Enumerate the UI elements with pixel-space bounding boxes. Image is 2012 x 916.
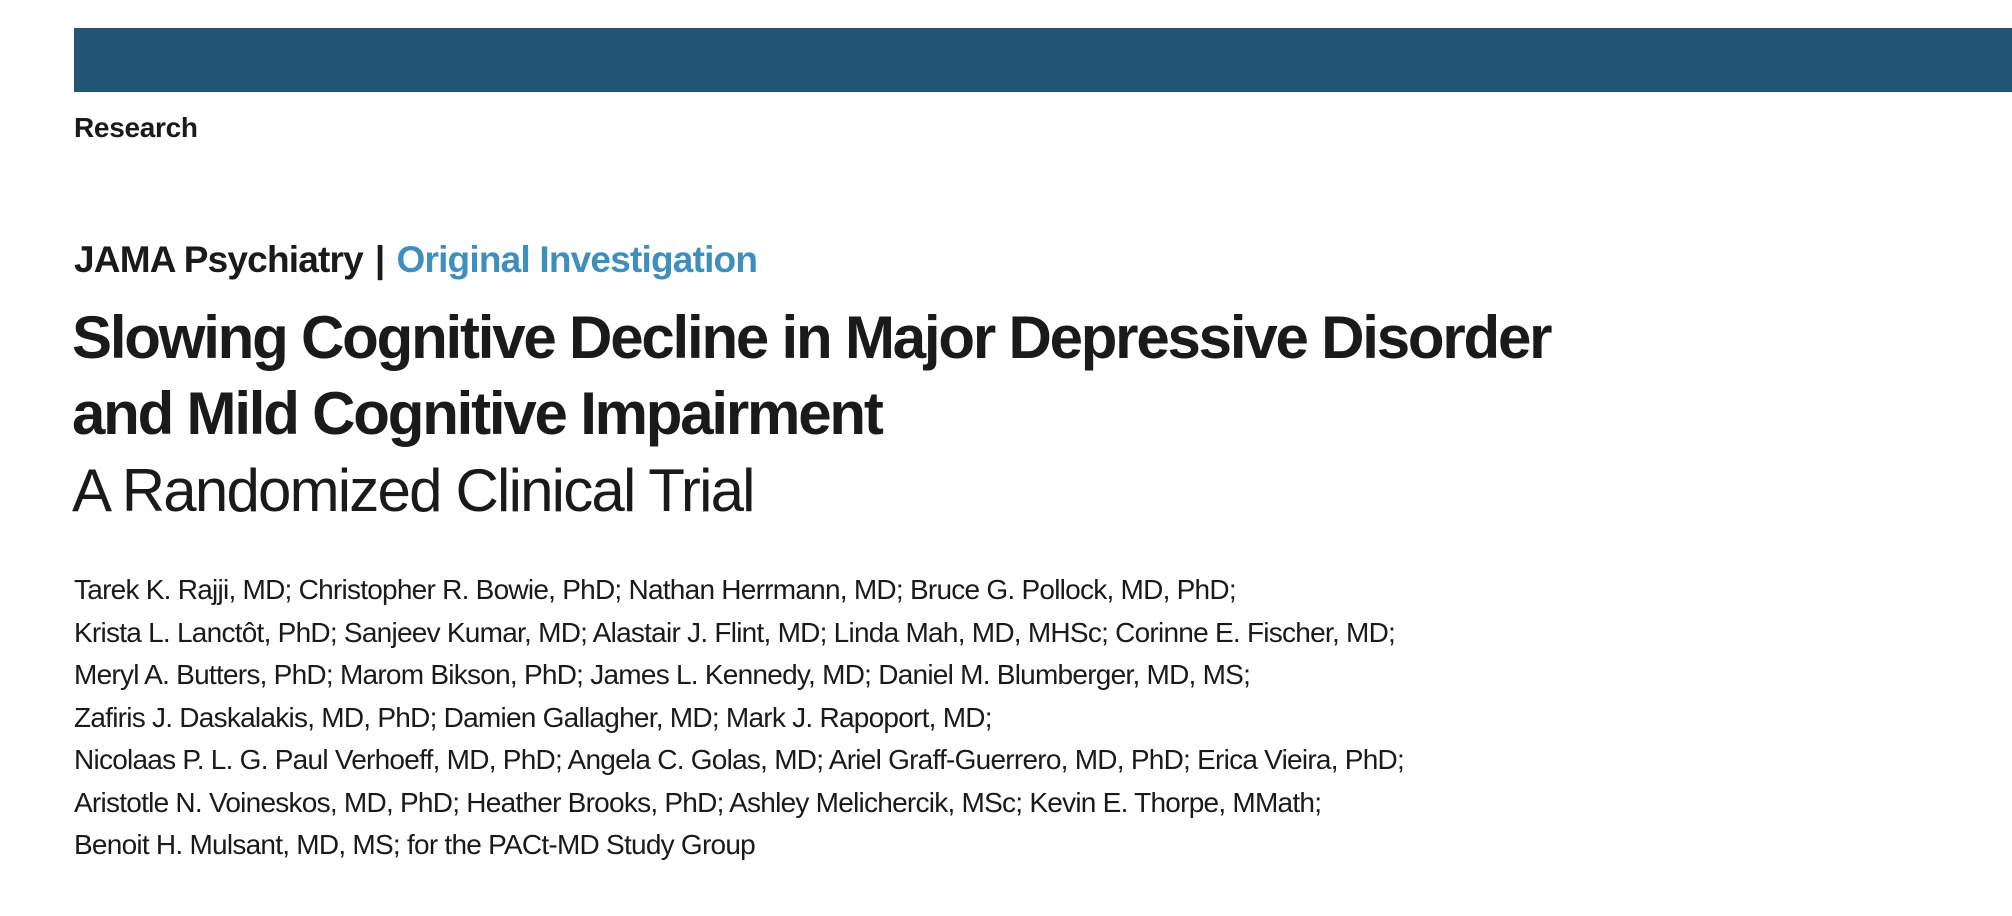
author-line: Nicolaas P. L. G. Paul Verhoeff, MD, PhD…: [74, 744, 1405, 775]
article-subtitle: A Randomized Clinical Trial: [72, 457, 756, 524]
author-line: Meryl A. Butters, PhD; Marom Bikson, PhD…: [74, 659, 1251, 690]
journal-line: JAMA Psychiatry | Original Investigation: [74, 236, 758, 284]
author-line: Zafiris J. Daskalakis, MD, PhD; Damien G…: [74, 701, 993, 733]
author-line: Aristotle N. Voineskos, MD, PhD; Heather…: [74, 786, 1322, 818]
author-line: Krista L. Lanctôt, PhD; Sanjeev Kumar, M…: [74, 616, 1396, 648]
article-title-line: Slowing Cognitive Decline in Major Depre…: [72, 304, 1552, 371]
author-list: Tarek K. Rajji, MD; Christopher R. Bowie…: [74, 569, 1774, 867]
header-banner: [74, 28, 2012, 92]
section-label: Research: [74, 112, 198, 143]
journal-name: JAMA Psychiatry: [74, 239, 364, 280]
article-title: Slowing Cognitive Decline in Major Depre…: [72, 300, 1772, 452]
author-line: Tarek K. Rajji, MD; Christopher R. Bowie…: [74, 574, 1237, 605]
author-line: Benoit H. Mulsant, MD, MS; for the PACt-…: [74, 829, 756, 860]
article-type: Original Investigation: [396, 239, 758, 280]
article-title-line: and Mild Cognitive Impairment: [72, 380, 884, 447]
journal-separator: |: [374, 239, 385, 280]
